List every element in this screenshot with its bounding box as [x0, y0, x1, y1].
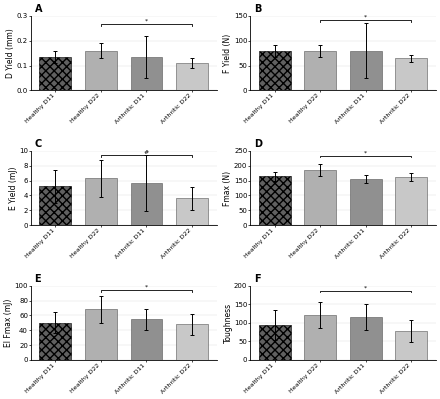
Bar — [304, 170, 336, 225]
Bar — [39, 57, 71, 90]
Y-axis label: Fmax (N): Fmax (N) — [224, 170, 232, 205]
Y-axis label: F Yield (N): F Yield (N) — [224, 34, 232, 73]
Bar — [85, 310, 117, 360]
Y-axis label: D Yield (mm): D Yield (mm) — [7, 28, 15, 78]
Bar — [396, 58, 427, 90]
Y-axis label: Toughness: Toughness — [224, 303, 232, 343]
Text: *: * — [364, 15, 367, 20]
Bar — [396, 331, 427, 360]
Bar — [350, 317, 382, 360]
Bar — [85, 178, 117, 225]
Y-axis label: E Yield (mJ): E Yield (mJ) — [9, 166, 18, 210]
Bar — [176, 324, 208, 360]
Text: A: A — [35, 4, 42, 14]
Bar — [259, 325, 290, 360]
Bar — [39, 186, 71, 225]
Bar — [131, 183, 162, 225]
Text: B: B — [254, 4, 261, 14]
Bar — [304, 51, 336, 90]
Text: *: * — [364, 150, 367, 155]
Bar — [176, 198, 208, 225]
Bar — [304, 315, 336, 360]
Text: *: * — [364, 285, 367, 290]
Text: *: * — [145, 19, 148, 24]
Y-axis label: El Fmax (mJ): El Fmax (mJ) — [4, 298, 13, 347]
Bar — [176, 63, 208, 90]
Bar — [396, 177, 427, 225]
Bar — [131, 319, 162, 360]
Bar — [350, 179, 382, 225]
Text: #: # — [144, 150, 149, 154]
Text: *: * — [145, 284, 148, 289]
Bar — [39, 323, 71, 360]
Text: C: C — [35, 139, 42, 149]
Bar — [259, 51, 290, 90]
Text: F: F — [254, 274, 260, 284]
Bar — [259, 176, 290, 225]
Bar — [350, 51, 382, 90]
Text: E: E — [35, 274, 41, 284]
Bar — [131, 57, 162, 90]
Bar — [85, 51, 117, 90]
Text: D: D — [254, 139, 262, 149]
